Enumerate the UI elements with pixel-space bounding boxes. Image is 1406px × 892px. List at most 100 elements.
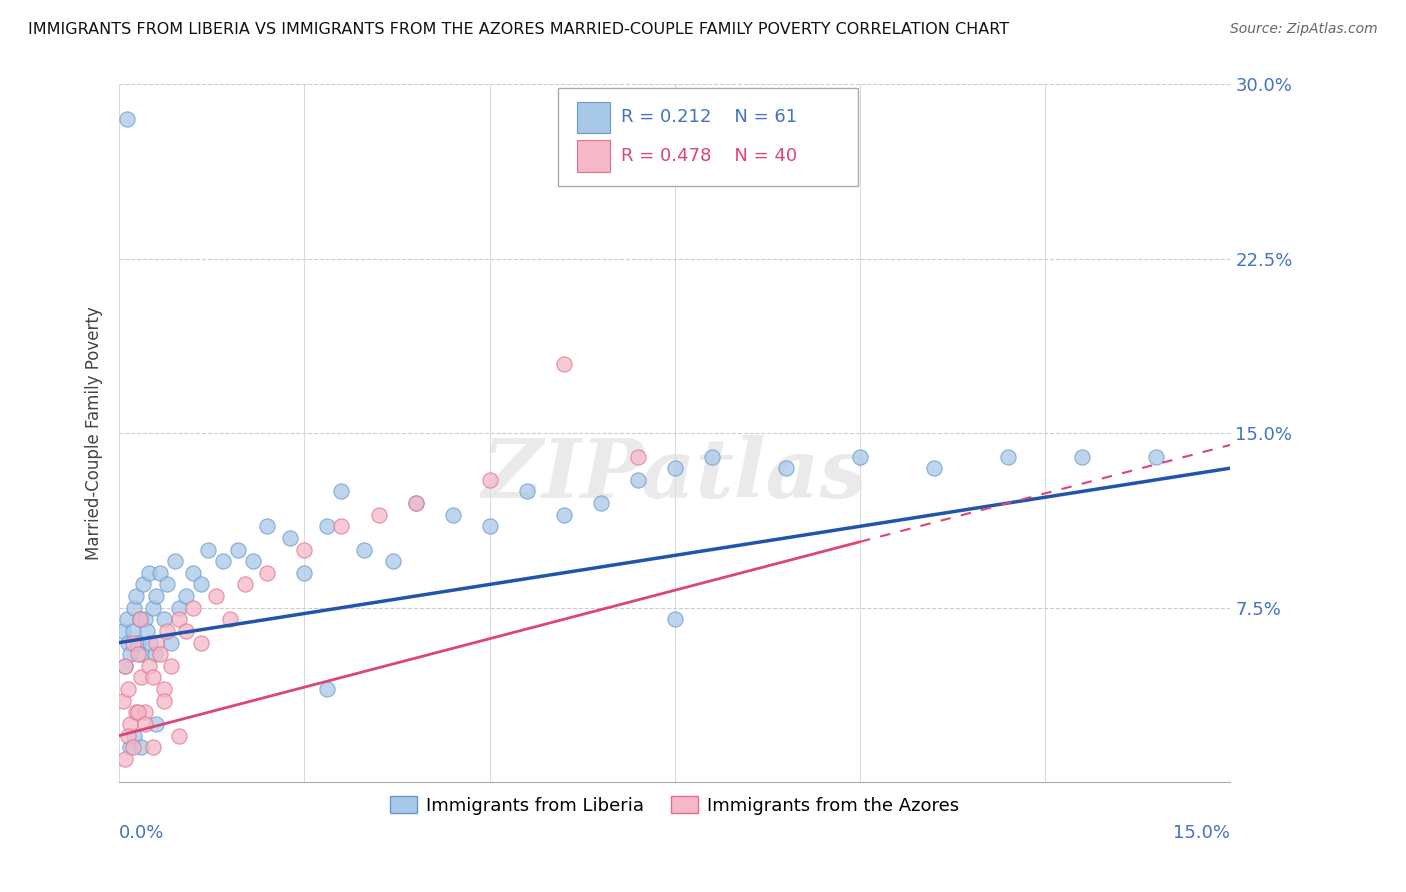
Point <box>117 729 139 743</box>
Point <box>330 519 353 533</box>
Point <box>111 624 134 638</box>
Point <box>294 542 316 557</box>
Point <box>120 647 142 661</box>
Point <box>167 612 190 626</box>
Point <box>127 706 149 720</box>
Text: Source: ZipAtlas.com: Source: ZipAtlas.com <box>1230 22 1378 37</box>
Point <box>142 600 165 615</box>
Point <box>138 658 160 673</box>
Bar <box>576 140 610 171</box>
Point <box>127 635 149 649</box>
Point <box>160 635 183 649</box>
Point <box>142 670 165 684</box>
Point <box>256 566 278 580</box>
Text: 15.0%: 15.0% <box>1174 824 1230 842</box>
Point <box>516 484 538 499</box>
Point <box>700 450 723 464</box>
Point <box>149 566 172 580</box>
Point <box>134 612 156 626</box>
Point <box>478 473 501 487</box>
Point <box>114 658 136 673</box>
Text: R = 0.212    N = 61: R = 0.212 N = 61 <box>621 108 797 127</box>
Point <box>124 706 146 720</box>
Point <box>120 740 142 755</box>
Point <box>120 717 142 731</box>
Point <box>183 600 205 615</box>
Point <box>117 635 139 649</box>
Point <box>139 635 162 649</box>
Point <box>219 612 242 626</box>
Point <box>183 566 205 580</box>
Point <box>382 554 405 568</box>
Point <box>405 496 427 510</box>
Point <box>121 635 143 649</box>
Point <box>353 542 375 557</box>
Point <box>156 624 179 638</box>
Point <box>174 589 197 603</box>
Point <box>278 531 301 545</box>
Point <box>315 682 337 697</box>
Point <box>664 461 686 475</box>
Point <box>122 600 145 615</box>
Point <box>115 112 138 127</box>
Point <box>478 519 501 533</box>
Text: IMMIGRANTS FROM LIBERIA VS IMMIGRANTS FROM THE AZORES MARRIED-COUPLE FAMILY POVE: IMMIGRANTS FROM LIBERIA VS IMMIGRANTS FR… <box>28 22 1010 37</box>
Point <box>152 682 174 697</box>
Point <box>1144 450 1167 464</box>
Point <box>190 635 212 649</box>
Point <box>160 658 183 673</box>
Point <box>134 706 156 720</box>
Point <box>330 484 353 499</box>
Point <box>121 740 143 755</box>
Point <box>256 519 278 533</box>
Point <box>1071 450 1094 464</box>
Point <box>129 612 152 626</box>
Point <box>152 612 174 626</box>
Point <box>114 752 136 766</box>
Point <box>115 612 138 626</box>
Point <box>127 647 149 661</box>
Point <box>121 624 143 638</box>
Point <box>138 566 160 580</box>
Point <box>315 519 337 533</box>
Point <box>441 508 464 522</box>
Y-axis label: Married-Couple Family Poverty: Married-Couple Family Poverty <box>86 306 103 560</box>
Point <box>627 450 650 464</box>
Point <box>589 496 612 510</box>
Point <box>122 729 145 743</box>
Point <box>114 658 136 673</box>
Point <box>152 694 174 708</box>
Text: ZIPatlas: ZIPatlas <box>482 435 868 516</box>
Point <box>167 729 190 743</box>
Point <box>143 647 166 661</box>
Point <box>131 740 153 755</box>
Text: 0.0%: 0.0% <box>120 824 165 842</box>
Point <box>997 450 1019 464</box>
Point <box>367 508 389 522</box>
Point <box>226 542 249 557</box>
Point <box>111 694 134 708</box>
Point <box>553 357 575 371</box>
Point <box>553 508 575 522</box>
Point <box>197 542 219 557</box>
Point <box>233 577 256 591</box>
Point <box>242 554 264 568</box>
Point <box>849 450 872 464</box>
Point <box>167 600 190 615</box>
Point <box>129 612 152 626</box>
Point <box>145 635 167 649</box>
FancyBboxPatch shape <box>558 88 858 186</box>
Point <box>136 624 159 638</box>
Bar <box>576 102 610 133</box>
Legend: Immigrants from Liberia, Immigrants from the Azores: Immigrants from Liberia, Immigrants from… <box>382 789 967 822</box>
Point <box>131 647 153 661</box>
Point <box>132 577 155 591</box>
Text: R = 0.478    N = 40: R = 0.478 N = 40 <box>621 146 797 165</box>
Point <box>775 461 797 475</box>
Point <box>664 612 686 626</box>
Point <box>145 717 167 731</box>
Point <box>405 496 427 510</box>
Point <box>627 473 650 487</box>
Point <box>142 740 165 755</box>
Point <box>145 589 167 603</box>
